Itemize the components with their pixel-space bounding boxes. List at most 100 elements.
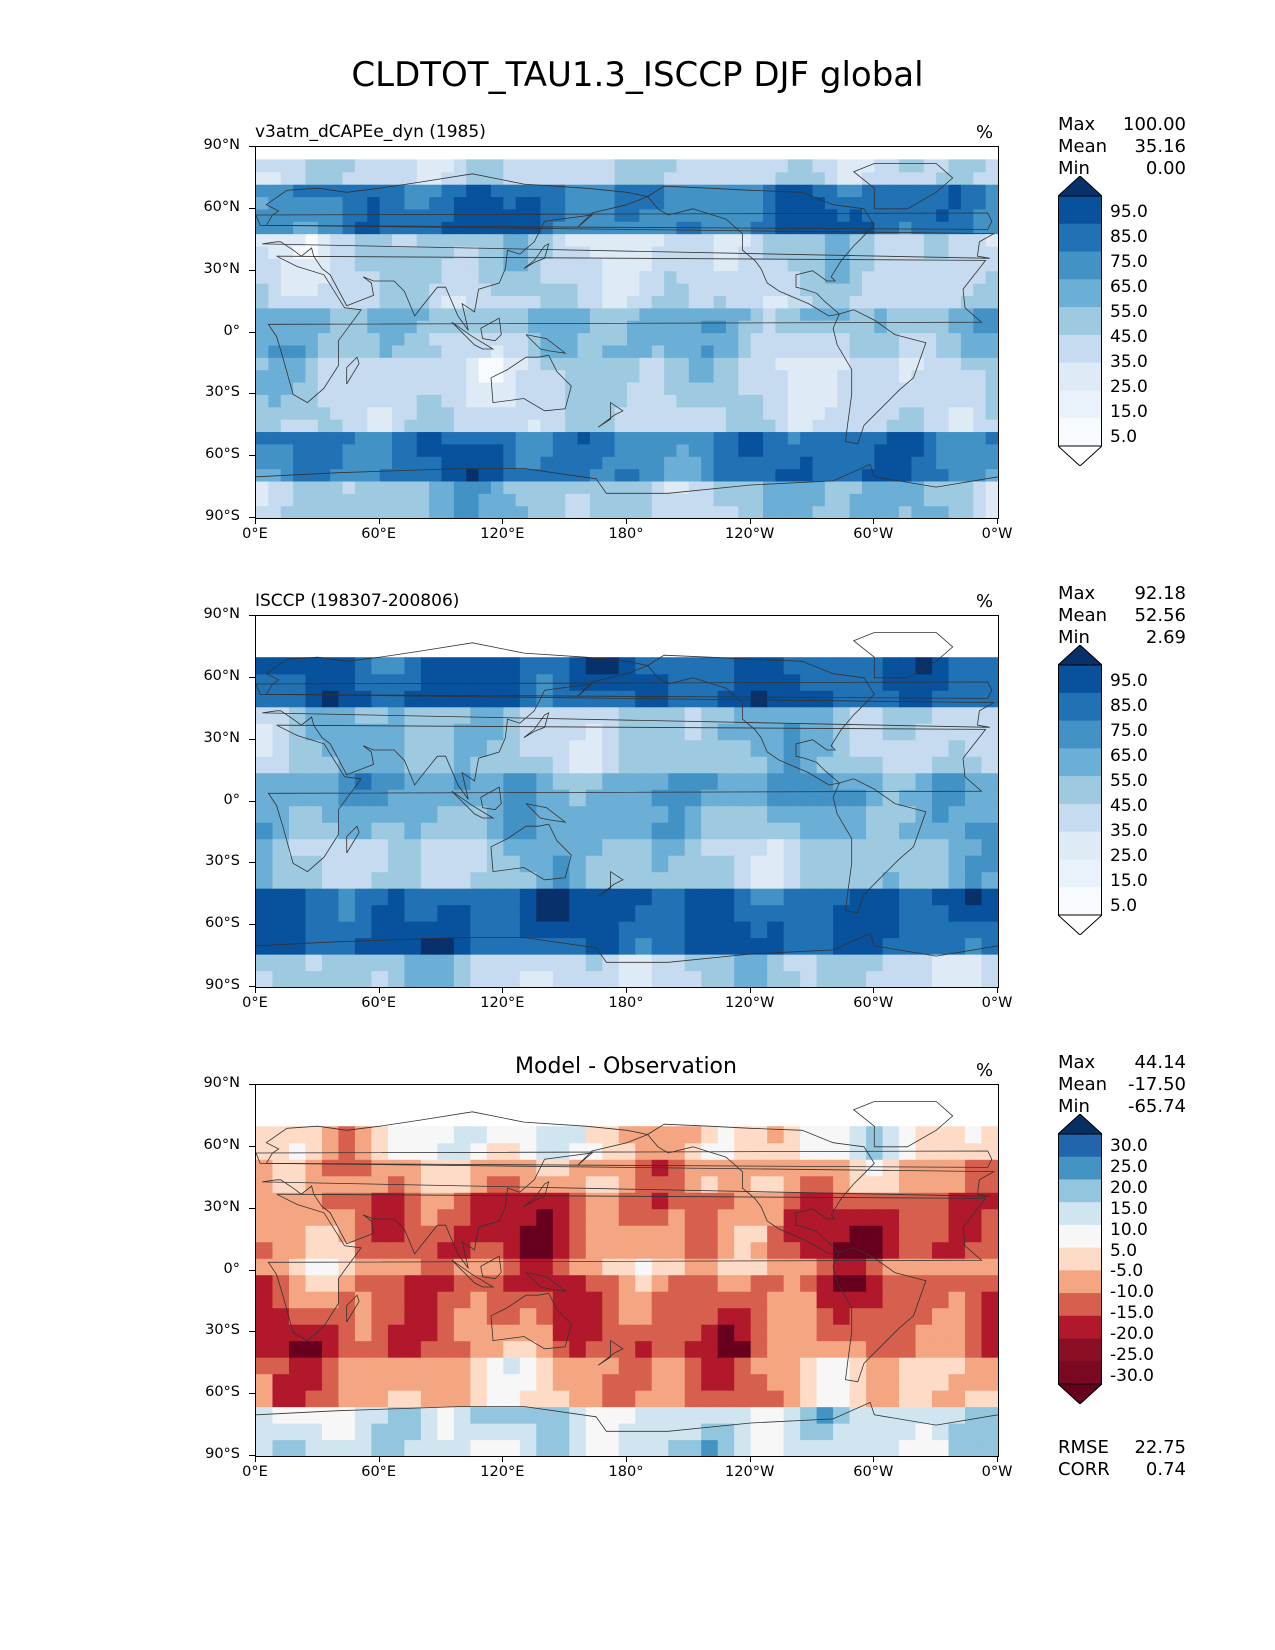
field-cell (948, 369, 962, 383)
field-cell (948, 1291, 966, 1309)
field-cell (552, 369, 566, 383)
field-cell (886, 245, 900, 259)
field-cell (965, 822, 983, 840)
field-cell (305, 657, 323, 675)
field-cell (717, 822, 735, 840)
field-cell (932, 1357, 950, 1375)
field-cell (416, 307, 430, 321)
field-cell (639, 233, 653, 247)
field-cell (911, 394, 925, 408)
field-cell (536, 706, 554, 724)
field-cell (651, 789, 669, 807)
field-cell (338, 772, 356, 790)
field-cell (453, 855, 471, 873)
field-cell (915, 1390, 933, 1408)
field-cell (589, 505, 603, 518)
field-cell (528, 369, 542, 383)
field-cell (387, 1439, 405, 1456)
colorbar-tick-label: -30.0 (1110, 1365, 1154, 1386)
field-cell (783, 1373, 801, 1391)
field-cell (750, 480, 764, 494)
field-cell (882, 1340, 900, 1358)
field-cell (342, 270, 356, 284)
field-cell (816, 1291, 834, 1309)
field-cell (899, 480, 913, 494)
field-cell (750, 283, 764, 296)
field-cell (713, 344, 727, 358)
field-cell (750, 1291, 768, 1309)
field-cell (577, 468, 591, 482)
field-cell (268, 369, 282, 383)
field-cell (387, 855, 405, 873)
field-cell (812, 505, 826, 518)
stat-value: -17.50 (1127, 1074, 1186, 1095)
field-cell (886, 505, 900, 518)
field-cell (387, 1307, 405, 1325)
field-cell (305, 723, 323, 741)
field-cell (552, 1406, 570, 1424)
field-cell (305, 937, 323, 955)
field-cell (280, 493, 294, 507)
field-cell (470, 1324, 488, 1342)
field-cell (256, 1159, 274, 1177)
field-cell (293, 332, 307, 346)
field-cell (618, 1291, 636, 1309)
field-cell (404, 1373, 422, 1391)
field-cell (404, 480, 418, 494)
coastline (480, 317, 502, 342)
field-cell (503, 739, 521, 757)
field-cell (338, 1291, 356, 1309)
field-cell (536, 1291, 554, 1309)
field-cell (618, 1357, 636, 1375)
coastline (647, 1123, 875, 1255)
field-cell (668, 1390, 686, 1408)
field-cell (837, 196, 851, 210)
field-cell (627, 270, 640, 284)
field-cell (305, 1159, 323, 1177)
field-cell (763, 258, 776, 272)
field-cell (519, 1423, 537, 1441)
field-cell (602, 493, 616, 507)
field-cell (272, 1192, 290, 1210)
field-cell (293, 406, 307, 420)
field-cell (565, 295, 579, 309)
field-cell (948, 723, 966, 741)
field-cell (565, 270, 579, 284)
field-cell (932, 855, 950, 873)
field-cell (861, 456, 875, 470)
field-cell (486, 690, 504, 708)
field-cell (490, 295, 504, 309)
field-cell (437, 1126, 455, 1144)
field-cell (577, 307, 591, 321)
field-cell (812, 332, 826, 346)
field-cell (528, 159, 542, 173)
field-cell (676, 320, 690, 334)
field-cell (783, 904, 801, 922)
field-cell (874, 406, 888, 420)
field-cell (354, 419, 368, 433)
y-tick-label: 90°S (205, 508, 240, 524)
field-cell (973, 369, 987, 383)
field-cell (833, 1324, 851, 1342)
field-cell (684, 1439, 702, 1456)
field-cell (899, 690, 917, 708)
field-cell (882, 1192, 900, 1210)
field-cell (651, 1373, 669, 1391)
field-cell (354, 723, 373, 741)
field-cell (536, 1142, 554, 1160)
field-cell (849, 1175, 867, 1193)
field-cell (288, 1423, 307, 1441)
field-cell (272, 970, 290, 987)
field-cell (536, 888, 554, 906)
field-cell (367, 431, 381, 445)
field-cell (466, 344, 480, 358)
field-cell (787, 357, 801, 371)
field-cell (602, 970, 620, 987)
field-cell (420, 1439, 438, 1456)
field-cell (614, 295, 628, 309)
field-cell (268, 406, 282, 420)
field-cell (420, 1406, 438, 1424)
field-cell (816, 1258, 834, 1276)
field-cell (824, 505, 838, 518)
field-cell (569, 706, 587, 724)
